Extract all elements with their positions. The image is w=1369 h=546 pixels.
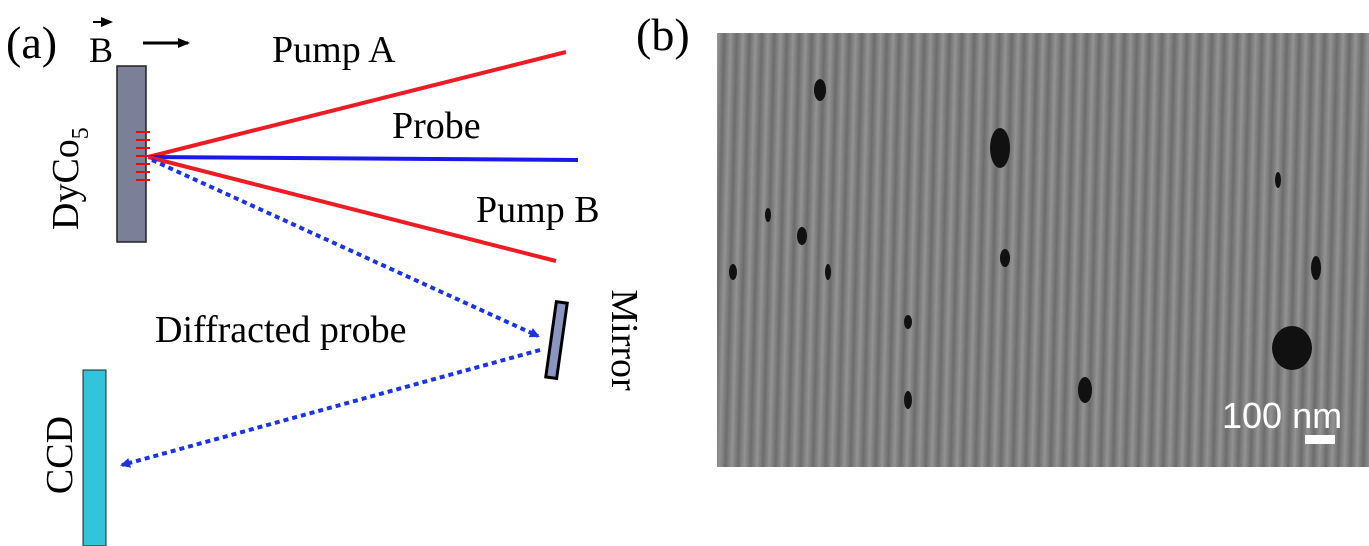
pump-a-label: Pump A <box>272 29 396 71</box>
ccd <box>82 369 107 546</box>
scale-bar-label: 100 nm <box>1222 395 1342 436</box>
panel-b: (b) 100 nm <box>636 9 1369 467</box>
panel-label: (b) <box>636 9 690 60</box>
scale-bar <box>1305 435 1335 444</box>
sample-base: DyCo <box>45 139 87 230</box>
sample <box>116 65 147 243</box>
reflected-beam <box>120 348 541 468</box>
pump-b-label: Pump B <box>476 189 600 231</box>
diffracted-beam <box>151 158 540 338</box>
pump-b-beam <box>147 155 557 263</box>
probe-beam <box>147 155 579 162</box>
panel-label: (a) <box>6 17 57 68</box>
grating <box>136 131 150 181</box>
micrograph <box>717 33 1369 467</box>
panel-a: (a) B Pump A Probe Pump B Diffracted pro… <box>6 17 645 546</box>
pump-a-beam <box>147 50 567 159</box>
probe-label: Probe <box>392 105 481 147</box>
defects <box>729 79 1321 409</box>
sample-label: DyCo5 <box>45 127 94 230</box>
sample-subscript: 5 <box>68 127 94 139</box>
field-symbol: B <box>89 30 113 70</box>
ccd-label: CCD <box>39 416 81 494</box>
mirror-label: Mirror <box>603 289 645 391</box>
diffracted-label: Diffracted probe <box>155 309 406 351</box>
mirror <box>544 299 569 381</box>
